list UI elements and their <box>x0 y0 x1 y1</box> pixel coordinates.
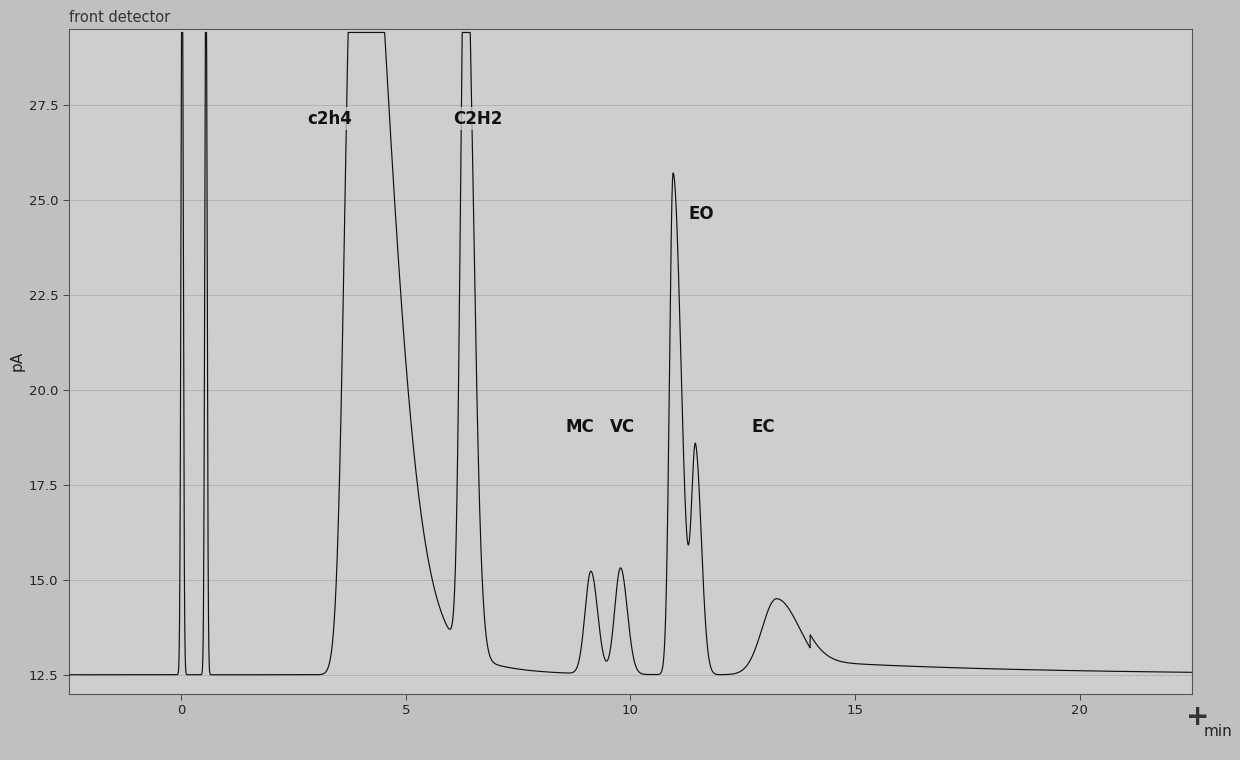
Text: c2h4: c2h4 <box>308 109 352 128</box>
Text: +: + <box>1185 703 1209 731</box>
Text: EO: EO <box>688 204 714 223</box>
Text: EC: EC <box>751 417 775 435</box>
Text: C2H2: C2H2 <box>453 109 502 128</box>
Text: VC: VC <box>610 417 635 435</box>
Text: front detector: front detector <box>69 10 170 25</box>
Text: min: min <box>1203 724 1231 739</box>
Text: MC: MC <box>565 417 594 435</box>
Y-axis label: pA: pA <box>10 351 25 372</box>
